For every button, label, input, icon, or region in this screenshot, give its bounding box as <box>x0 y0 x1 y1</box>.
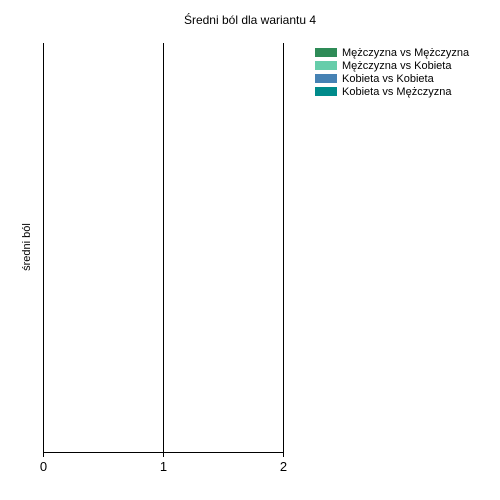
legend-swatch-1 <box>315 61 337 70</box>
x-tick-labels: 0 1 2 <box>40 459 287 474</box>
axes <box>43 452 284 457</box>
legend-swatch-2 <box>315 74 337 83</box>
legend-item-2: Kobieta vs Kobieta <box>315 72 469 85</box>
grid-lines <box>43 43 284 452</box>
legend-swatch-0 <box>315 48 337 57</box>
chart-title: Średni ból dla wariantu 4 <box>183 13 317 27</box>
legend-label-1: Mężczyzna vs Kobieta <box>342 59 452 72</box>
legend-swatch-3 <box>315 87 337 96</box>
x-tick-label-1: 1 <box>160 459 167 474</box>
legend-label-2: Kobieta vs Kobieta <box>342 72 434 85</box>
legend: Mężczyzna vs Mężczyzna Mężczyzna vs Kobie… <box>315 46 469 98</box>
legend-label-3: Kobieta vs Mężczyzna <box>342 85 452 98</box>
x-tick-label-0: 0 <box>40 459 47 474</box>
legend-label-0: Mężczyzna vs Mężczyzna <box>342 46 470 59</box>
legend-item-3: Kobieta vs Mężczyzna <box>315 85 469 98</box>
legend-item-0: Mężczyzna vs Mężczyzna <box>315 46 469 59</box>
legend-item-1: Mężczyzna vs Kobieta <box>315 59 469 72</box>
x-tick-label-2: 2 <box>280 459 287 474</box>
